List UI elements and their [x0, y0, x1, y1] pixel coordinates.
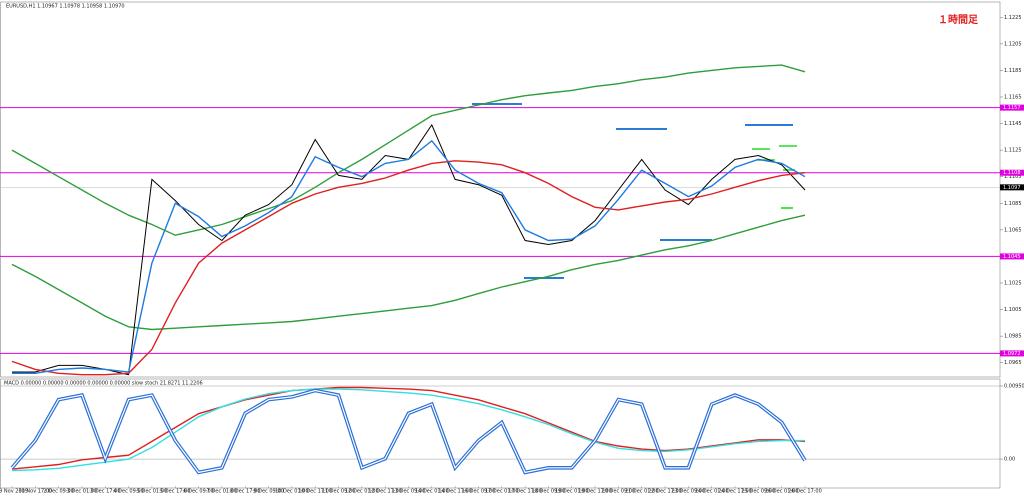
- x-tick-label: 19 Dec 01:00: [555, 489, 589, 495]
- annotation: １時間足: [938, 13, 979, 26]
- x-tick-label: 25 Dec 09:00: [742, 489, 776, 495]
- x-tick-label: 10 Dec 01:00: [275, 489, 309, 495]
- level-label: 1.1157: [1003, 105, 1021, 111]
- series-line: [12, 139, 806, 374]
- series-line: [11, 64, 806, 236]
- y-tick-label: 1.1205: [1004, 41, 1022, 47]
- x-tick-label: 19 Dec 17:00: [578, 489, 612, 495]
- indicator-panel: [0, 378, 1001, 489]
- y-tick-label: 1.0985: [1004, 334, 1022, 340]
- x-tick-label: 5 Dec 01:00: [137, 489, 167, 495]
- y-tick-label: 1.1085: [1004, 201, 1022, 207]
- x-tick-label: 3 Dec 17:00: [90, 489, 120, 495]
- y-tick-label: 1.1065: [1004, 227, 1022, 233]
- last-price-box: [1000, 184, 1024, 191]
- x-tick-label: 22 Dec 17:00: [648, 489, 682, 495]
- y-tick-label: 1.1105: [1004, 174, 1022, 180]
- x-tick-label: 3 Dec 01:00: [67, 489, 97, 495]
- last-price-label: 1.1097: [1003, 185, 1021, 191]
- x-tick-label: 16 Dec 09:00: [462, 489, 496, 495]
- level-box: [1000, 169, 1024, 176]
- series-line: [11, 214, 806, 331]
- x-tick-label: 29 Nov 2019: [0, 489, 28, 495]
- x-tick-label: 11 Dec 09:00: [322, 489, 356, 495]
- level-box: [1000, 104, 1024, 111]
- indicator-title: MACD 0.00000 0.00000 0.00000 0.00000 0.0…: [4, 381, 203, 387]
- drawings: [472, 103, 797, 279]
- x-tick-label: 9 Dec 09:00: [253, 489, 283, 495]
- x-tick-label: 21 Dec 01:00: [625, 489, 659, 495]
- x-tick-label: 14 Dec 17:00: [438, 489, 472, 495]
- y-tick-label: 1.1165: [1004, 95, 1022, 101]
- level-box: [1000, 253, 1024, 260]
- y-tick-label: 0.00: [1004, 457, 1015, 463]
- x-tick-label: 26 Dec 01:00: [765, 489, 799, 495]
- level-label: 1.0972: [1003, 351, 1021, 357]
- x-tick-label: 20 Dec 09:00: [602, 489, 636, 495]
- x-tick-label: 7 Dec 01:00: [207, 489, 237, 495]
- x-tick-label: 12 Dec 17:00: [368, 489, 402, 495]
- x-tick-label: 24 Dec 17:00: [718, 489, 752, 495]
- y-tick-label: 1.1225: [1004, 15, 1022, 21]
- y-tick-label: 1.1185: [1004, 68, 1022, 74]
- stoch-line-inner: [11, 389, 806, 474]
- chart-title: EURUSD,H1 1.10967 1.10978 1.10958 1.1097…: [6, 4, 125, 10]
- x-tick-label: 5 Dec 17:00: [160, 489, 190, 495]
- y-tick-label: 0.00950: [1004, 384, 1024, 390]
- series-line: [11, 386, 806, 470]
- x-tick-label: 10 Dec 17:00: [298, 489, 332, 495]
- x-tick-label: 23 Dec 09:00: [672, 489, 706, 495]
- series-line: [11, 388, 805, 472]
- x-tick-label: 17 Dec 01:00: [485, 489, 519, 495]
- y-tick-label: 1.0965: [1004, 360, 1022, 366]
- x-tick-label: 17 Dec 17:00: [508, 489, 542, 495]
- y-tick-label: 1.1025: [1004, 281, 1022, 287]
- x-tick-label: 6 Dec 09:00: [183, 489, 213, 495]
- series-line: [11, 160, 806, 376]
- x-tick-label: 26 Dec 17:00: [788, 489, 822, 495]
- y-tick-label: 1.1145: [1004, 121, 1022, 127]
- series-line: [12, 123, 806, 376]
- x-tick-label: 2 Dec 09:00: [43, 489, 73, 495]
- x-tick-label: 12 Dec 01:00: [345, 489, 379, 495]
- level-box: [1000, 350, 1024, 357]
- level-label: 1.1045: [1003, 254, 1021, 260]
- x-tick-label: 4 Dec 09:00: [113, 489, 143, 495]
- x-tick-label: 30 Nov 17:00: [18, 489, 52, 495]
- y-tick-label: 1.1125: [1004, 148, 1022, 154]
- x-tick-label: 24 Dec 01:00: [695, 489, 729, 495]
- stoch-line: [10, 388, 807, 475]
- x-tick-label: 18 Dec 09:00: [532, 489, 566, 495]
- x-tick-label: 8 Dec 17:00: [230, 489, 260, 495]
- x-tick-label: 13 Dec 09:00: [392, 489, 426, 495]
- y-tick-label: 1.1005: [1004, 307, 1022, 313]
- level-label: 1.1108: [1003, 170, 1021, 176]
- x-tick-label: 14 Dec 01:00: [415, 489, 449, 495]
